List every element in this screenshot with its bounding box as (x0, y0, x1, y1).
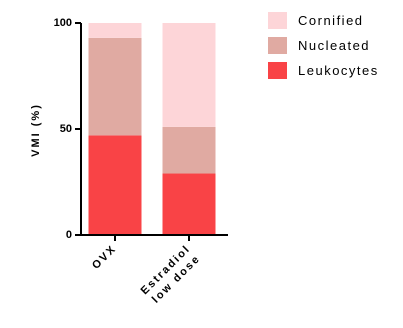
legend-label-nucleated: Nucleated (298, 38, 370, 53)
legend-swatch-leukocytes (268, 62, 287, 79)
bar-estradiol-low-dose-leukocytes (162, 173, 216, 235)
legend-swatch-cornified (268, 12, 287, 29)
x-category-label-ovx: OVX (90, 243, 119, 272)
y-tick-label-0: 0 (66, 229, 72, 241)
legend-label-leukocytes: Leukocytes (298, 63, 379, 78)
legend-label-cornified: Cornified (298, 13, 364, 28)
y-tick-label-50: 50 (60, 123, 72, 135)
plot-area (88, 23, 216, 235)
legend-swatch-nucleated (268, 37, 287, 54)
bar-ovx-nucleated (88, 37, 142, 136)
bar-estradiol-low-dose-nucleated (162, 126, 216, 174)
legend: Cornified Nucleated Leukocytes (268, 12, 379, 79)
y-axis-title: VMI (%) (30, 103, 42, 157)
bar-ovx-leukocytes (88, 135, 142, 235)
bar-ovx-cornified (88, 23, 142, 38)
y-tick-label-100: 100 (54, 17, 72, 29)
bar-estradiol-low-dose-cornified (162, 23, 216, 127)
x-category-label-estradiol-low-dose: Estradiollow dose (139, 243, 203, 307)
